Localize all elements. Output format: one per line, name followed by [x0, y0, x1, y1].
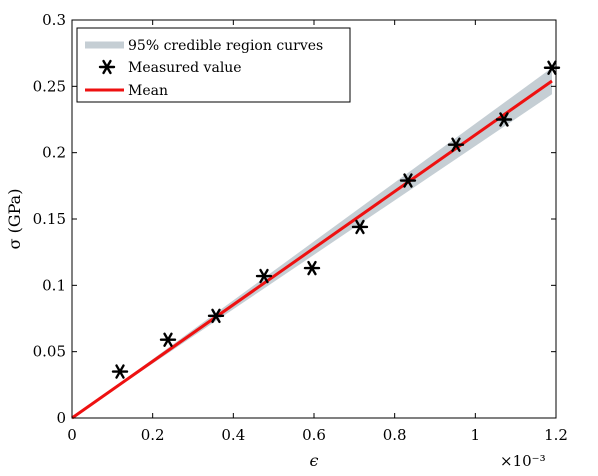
y-tick-label: 0.15 — [33, 210, 66, 228]
mean-line — [71, 79, 553, 420]
legend-band-label: 95% credible region curves — [128, 38, 323, 54]
legend-asterisk-icon — [98, 59, 116, 75]
x-axis-exponent: ×10⁻³ — [500, 452, 546, 470]
x-axis-label: ϵ — [310, 451, 319, 470]
y-tick-label: 0.05 — [33, 343, 66, 361]
y-axis-ticks: 0 0.05 0.1 0.15 0.2 0.25 0.3 — [33, 11, 556, 427]
measured-point — [543, 60, 561, 75]
measured-point — [159, 332, 177, 347]
x-tick-label: 0.6 — [302, 426, 326, 444]
y-tick-label: 0.1 — [42, 276, 66, 294]
mean-line-layer — [71, 79, 553, 420]
measured-point — [399, 173, 417, 188]
x-tick-label: 0.8 — [383, 426, 407, 444]
x-tick-label: 1 — [471, 426, 481, 444]
measured-markers-layer — [111, 60, 561, 379]
measured-point — [351, 219, 369, 235]
measured-point — [255, 268, 273, 284]
credible-region-band — [72, 67, 552, 418]
y-tick-label: 0 — [56, 409, 66, 427]
x-tick-label: 0.2 — [141, 426, 165, 444]
x-axis-ticks: 0 0.2 0.4 0.6 0.8 1 1.2 — [67, 20, 568, 444]
credible-band-layer — [72, 67, 552, 418]
measured-point — [111, 364, 129, 379]
legend: 95% credible region curves Measured valu… — [76, 27, 351, 103]
legend-mean-label: Mean — [128, 83, 168, 99]
legend-measured-label: Measured value — [128, 60, 242, 76]
x-tick-label: 0 — [67, 426, 77, 444]
measured-point — [303, 260, 321, 276]
y-tick-label: 0.2 — [42, 144, 66, 162]
y-tick-label: 0.25 — [33, 77, 66, 95]
measured-point — [447, 137, 465, 152]
measured-point — [207, 308, 225, 324]
x-tick-label: 0.4 — [221, 426, 245, 444]
y-tick-label: 0.3 — [42, 11, 66, 29]
y-axis-label: σ (GPa) — [5, 189, 24, 250]
measured-point — [495, 112, 513, 127]
x-tick-label: 1.2 — [544, 426, 568, 444]
